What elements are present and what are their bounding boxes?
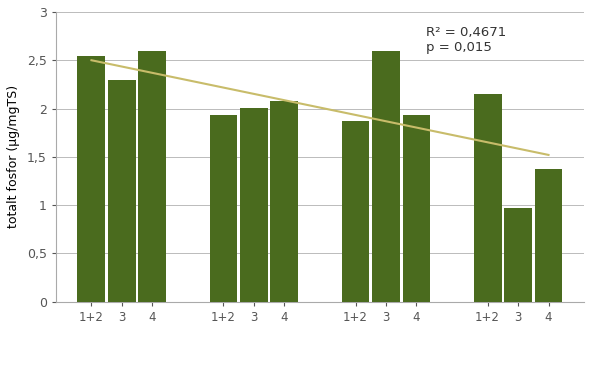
Bar xyxy=(402,115,430,302)
Bar xyxy=(138,50,167,302)
Y-axis label: totalt fosfor (µg/mgTS): totalt fosfor (µg/mgTS) xyxy=(7,85,20,229)
Bar xyxy=(240,107,268,302)
Bar xyxy=(372,50,400,302)
Bar xyxy=(271,101,298,302)
Bar xyxy=(77,56,105,302)
Bar xyxy=(504,208,532,302)
Bar xyxy=(108,79,136,302)
Bar xyxy=(210,115,238,302)
Bar xyxy=(534,169,563,302)
Text: R² = 0,4671
p = 0,015: R² = 0,4671 p = 0,015 xyxy=(426,26,506,54)
Bar xyxy=(342,121,369,302)
Bar xyxy=(473,94,502,302)
